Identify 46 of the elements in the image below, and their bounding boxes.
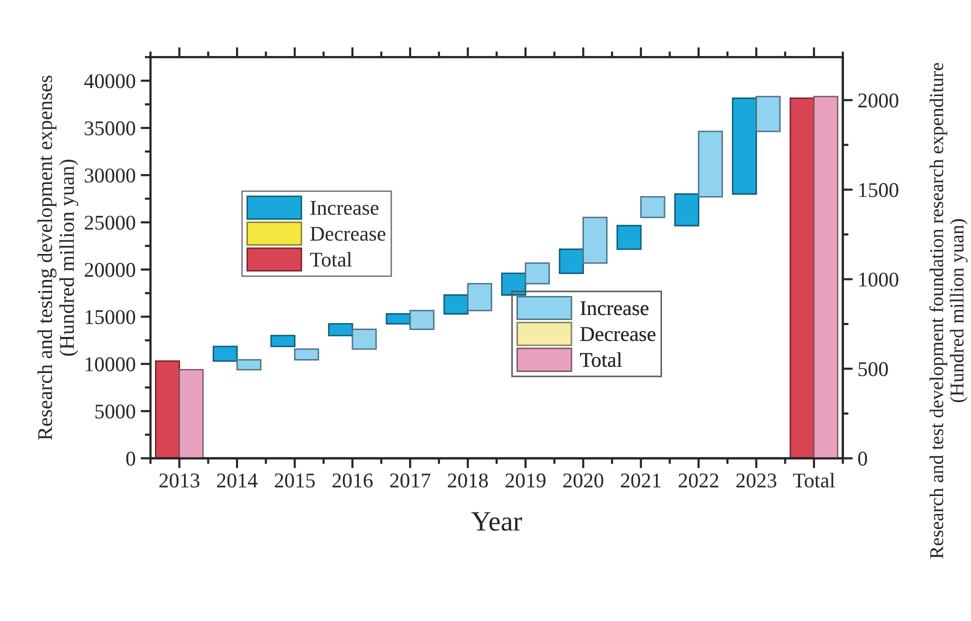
- y2-axis-title: Research and test development foundation research expenditure (Hundred million yuan): [929, 62, 968, 558]
- y-tick-label: 30000: [84, 168, 136, 183]
- x-tick-label: Total: [793, 472, 835, 488]
- bar: [616, 224, 642, 250]
- y2-tick-label: 1000: [859, 272, 898, 287]
- legend-label: Increase: [310, 201, 378, 215]
- y2-tick-label: 2000: [858, 93, 898, 108]
- y2-tick-label: 1500: [859, 183, 898, 198]
- legend-label: Decrease: [310, 226, 386, 241]
- y-tick-label: 20000: [84, 262, 136, 277]
- bar: [236, 359, 262, 370]
- x-tick-label: 2023: [736, 473, 776, 488]
- x-tick-label: 2020: [563, 473, 604, 488]
- x-tick-label: 2016: [332, 473, 373, 488]
- y-axis-title: Research and testing development expenses (Hundred million yuan): [37, 76, 78, 440]
- bar: [674, 193, 700, 226]
- bar: [212, 346, 238, 362]
- legend-label: Decrease: [580, 327, 656, 342]
- bar: [640, 196, 666, 218]
- bar: [698, 130, 723, 198]
- y-tick-label: 15000: [86, 310, 136, 324]
- bar: [582, 216, 608, 264]
- y-tick-label: 35000: [84, 121, 136, 136]
- legend-label: Total: [310, 252, 352, 267]
- y2-tick-label: 500: [858, 362, 888, 376]
- x-tick-label: 2015: [274, 473, 315, 488]
- bar: [294, 348, 320, 360]
- x-axis-title: Year: [471, 512, 522, 531]
- bar: [732, 98, 757, 195]
- y-tick-label: 0: [126, 452, 136, 466]
- y2-tick-label: 0: [858, 452, 868, 466]
- bar: [352, 328, 377, 350]
- x-tick-label: 2018: [448, 473, 488, 488]
- legend-label: Total: [580, 352, 622, 367]
- x-tick-label: 2022: [678, 473, 718, 488]
- y-tick-label: 25000: [84, 216, 136, 230]
- x-tick-label: 2021: [620, 473, 660, 488]
- y-tick-label: 10000: [86, 357, 136, 372]
- y-tick-label: 5000: [95, 404, 136, 419]
- x-tick-label: 2014: [217, 473, 258, 488]
- y-tick-label: 40000: [84, 74, 136, 88]
- x-tick-label: 2017: [390, 473, 430, 488]
- bar: [270, 334, 296, 348]
- legend-label: Increase: [580, 301, 648, 316]
- x-tick-label: 2013: [159, 473, 200, 488]
- x-tick-label: 2019: [506, 473, 546, 488]
